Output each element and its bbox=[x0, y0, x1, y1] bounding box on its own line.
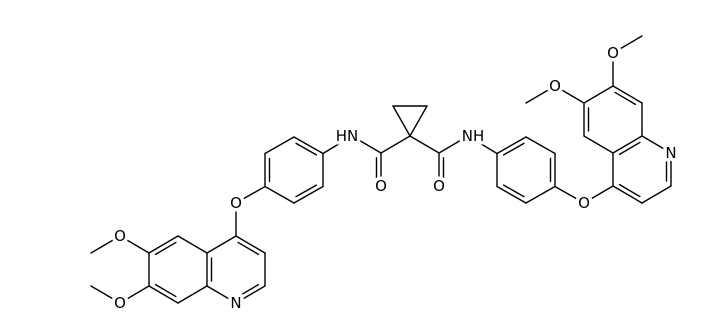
structure: O O O O O O O O N N HN NH bbox=[90, 35, 680, 316]
atom-label: O bbox=[578, 194, 590, 212]
bond bbox=[293, 185, 324, 204]
bond bbox=[237, 241, 260, 256]
bond bbox=[554, 85, 585, 104]
bond bbox=[322, 135, 353, 155]
atom-label: O bbox=[114, 227, 126, 245]
bond bbox=[583, 135, 614, 154]
bond bbox=[295, 184, 318, 198]
bond bbox=[148, 235, 179, 254]
bond bbox=[237, 283, 260, 298]
bond bbox=[614, 91, 637, 106]
bond bbox=[119, 235, 150, 254]
atom-label: O bbox=[433, 177, 445, 195]
bond bbox=[264, 185, 295, 204]
bond bbox=[148, 285, 179, 304]
bond bbox=[641, 135, 672, 154]
bond bbox=[177, 235, 208, 254]
bond bbox=[154, 241, 177, 256]
atom-label: N bbox=[665, 144, 676, 162]
atom-label: O bbox=[607, 44, 619, 62]
bond bbox=[206, 285, 237, 304]
bond bbox=[583, 185, 614, 204]
bond bbox=[154, 283, 177, 298]
atom-label: O bbox=[230, 194, 242, 212]
bond bbox=[525, 185, 556, 204]
bond bbox=[392, 105, 411, 137]
atom-label: O bbox=[114, 294, 126, 312]
bond bbox=[612, 135, 643, 154]
bond bbox=[554, 185, 585, 204]
bond bbox=[264, 136, 295, 155]
bond bbox=[293, 136, 324, 155]
bond bbox=[467, 135, 498, 155]
atom-label: O bbox=[549, 77, 561, 95]
atom-label: NH bbox=[462, 127, 485, 145]
bond bbox=[641, 185, 672, 204]
bond bbox=[177, 285, 208, 304]
bond bbox=[612, 35, 643, 54]
bond bbox=[502, 184, 525, 198]
bond bbox=[618, 141, 641, 156]
bond bbox=[583, 85, 614, 104]
bond bbox=[235, 185, 266, 204]
bond bbox=[409, 105, 428, 137]
bond bbox=[409, 135, 440, 154]
bond bbox=[618, 183, 641, 198]
bond bbox=[502, 142, 525, 156]
bond bbox=[235, 285, 266, 304]
bond bbox=[438, 135, 469, 154]
bond bbox=[119, 285, 150, 304]
bond bbox=[612, 185, 643, 204]
bond bbox=[90, 235, 121, 254]
bond bbox=[90, 285, 121, 304]
bond bbox=[351, 135, 382, 154]
bond bbox=[496, 136, 527, 155]
bond bbox=[235, 235, 266, 254]
atom-label: HN bbox=[336, 127, 359, 145]
bond bbox=[525, 85, 556, 104]
bond bbox=[206, 235, 237, 254]
atom-label: O bbox=[375, 177, 387, 195]
bond bbox=[380, 135, 411, 154]
bond bbox=[612, 85, 643, 104]
atom-label: N bbox=[230, 294, 241, 312]
bond bbox=[525, 136, 556, 155]
bond bbox=[295, 142, 318, 156]
bond bbox=[496, 185, 527, 204]
